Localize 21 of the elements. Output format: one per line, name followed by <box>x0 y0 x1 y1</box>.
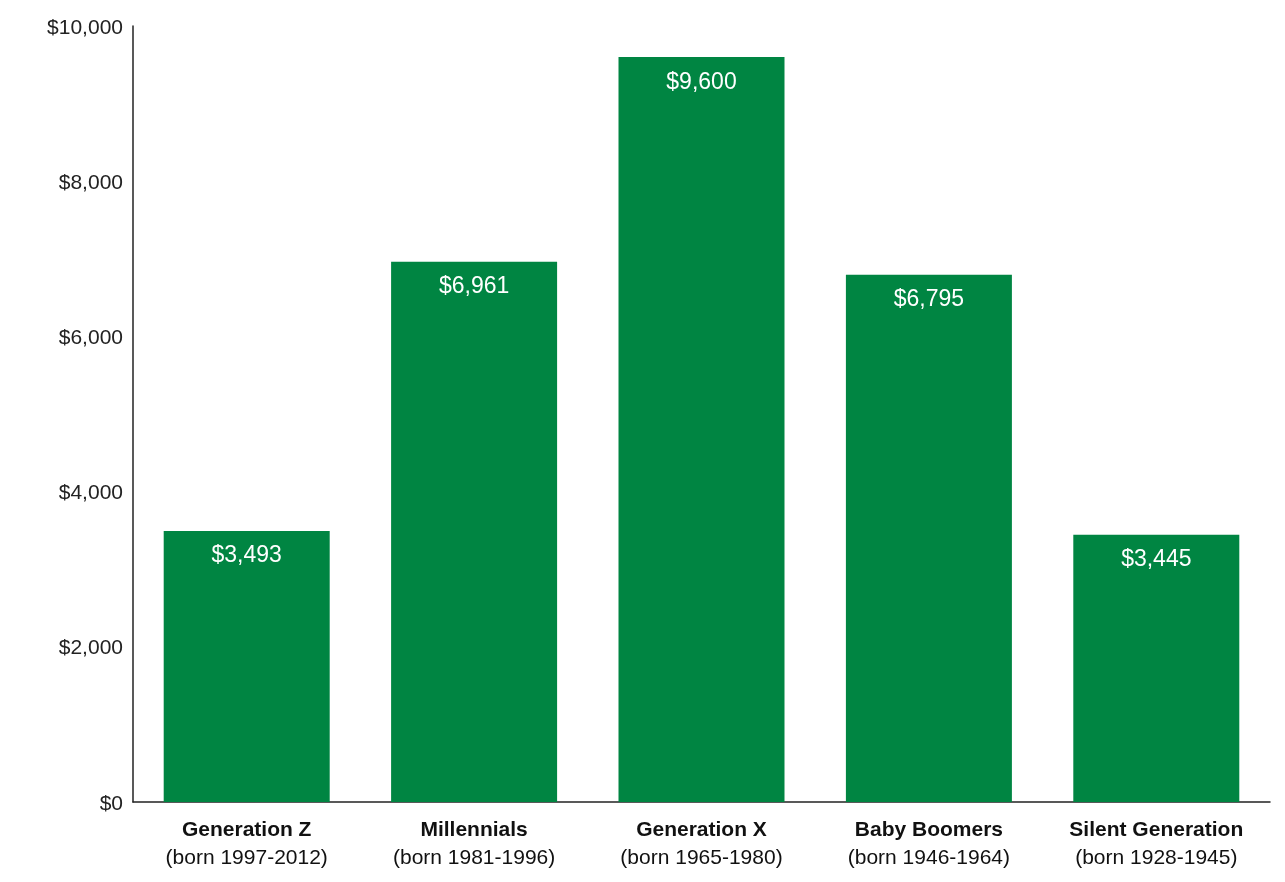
data-label: $3,445 <box>1121 545 1192 572</box>
y-tick-label: $8,000 <box>58 169 123 193</box>
data-label: $9,600 <box>666 67 737 94</box>
y-tick-label: $10,000 <box>47 14 123 38</box>
bar <box>618 57 785 802</box>
bar <box>1073 534 1240 802</box>
bar <box>163 530 330 802</box>
data-label: $6,961 <box>438 272 510 299</box>
y-tick-label: $2,000 <box>58 635 123 659</box>
y-tick-label: $0 <box>99 790 123 814</box>
data-label: $3,493 <box>211 541 282 568</box>
bar <box>845 274 1012 802</box>
data-label: $6,795 <box>893 285 965 312</box>
x-tick-label: Silent Generation (born 1928-1945) <box>1069 816 1244 868</box>
x-tick-label: Baby Boomers (born 1946-1964) <box>847 816 1011 868</box>
y-tick-label: $6,000 <box>58 324 123 348</box>
x-tick-label: Generation X (born 1965-1980) <box>620 816 783 868</box>
y-tick-label: $4,000 <box>58 480 123 504</box>
x-tick-label: Millennials (born 1981-1996) <box>392 816 556 868</box>
bar <box>391 261 558 802</box>
x-tick-label: Generation Z (born 1997-2012) <box>165 816 328 868</box>
